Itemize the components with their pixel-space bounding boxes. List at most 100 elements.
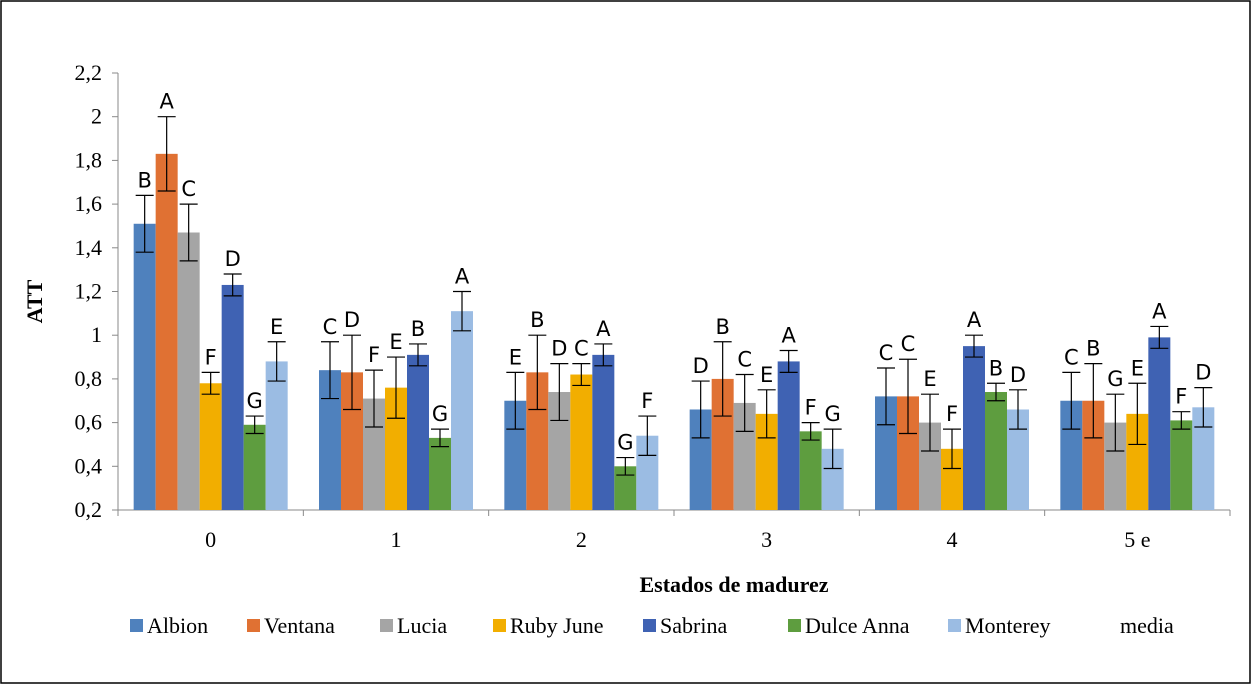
bar (1082, 400, 1105, 510)
significance-letter: C (1064, 345, 1079, 369)
x-tick-label: 3 (761, 527, 772, 552)
y-tick-label: 2,2 (75, 60, 103, 85)
significance-letter: F (805, 396, 817, 420)
bar (821, 448, 844, 510)
bar (133, 223, 156, 510)
bar (548, 392, 571, 510)
bar (614, 466, 637, 510)
significance-letter: F (641, 389, 653, 413)
bar (1007, 409, 1029, 510)
bar (711, 378, 734, 510)
significance-letter: F (368, 343, 380, 367)
significance-letter: C (181, 177, 196, 201)
significance-letter: E (760, 363, 773, 387)
y-tick-label: 2 (91, 104, 102, 129)
legend-label: Ventana (264, 613, 335, 638)
significance-letter: G (617, 431, 633, 455)
significance-letter: C (737, 348, 752, 372)
significance-letter: B (715, 315, 729, 339)
legend-swatch (247, 619, 260, 632)
significance-letter: E (270, 315, 283, 339)
significance-letter: C (901, 332, 916, 356)
x-axis-title: Estados de madurez (639, 572, 828, 597)
significance-letter: E (923, 367, 936, 391)
y-tick-label: 0,2 (75, 497, 103, 522)
legend-label: Sabrina (660, 613, 727, 638)
legend-swatch (130, 619, 143, 632)
y-tick-label: 0,4 (75, 453, 103, 478)
bar (941, 448, 963, 510)
bar (155, 153, 178, 510)
significance-letter: A (455, 265, 470, 289)
legend-swatch (788, 619, 801, 632)
significance-letter: E (1131, 356, 1144, 380)
legend-swatch (380, 619, 393, 632)
significance-letter: D (551, 337, 567, 361)
x-tick-label: 2 (576, 527, 587, 552)
x-tick-label: 5 e (1124, 527, 1150, 552)
bar (1148, 337, 1171, 510)
significance-letter: B (1086, 337, 1100, 361)
significance-letter: G (247, 389, 263, 413)
bar (319, 370, 341, 510)
bar (689, 409, 712, 510)
significance-letter: F (946, 402, 958, 426)
significance-letter: C (879, 341, 894, 365)
y-tick-label: 1,2 (75, 279, 103, 304)
significance-letter: C (323, 315, 338, 339)
significance-letter: E (389, 330, 402, 354)
legend-label: Dulce Anna (805, 613, 910, 638)
legend-swatch (948, 619, 961, 632)
bar (636, 435, 659, 510)
x-tick-label: 4 (947, 527, 958, 552)
significance-letter: B (530, 308, 544, 332)
bar (199, 383, 222, 510)
significance-letter: G (432, 402, 448, 426)
legend-label: Albion (147, 613, 208, 638)
legend-label: Ruby June (510, 613, 604, 638)
legend-label: media (1120, 613, 1174, 638)
bar (1170, 420, 1193, 510)
bar (985, 392, 1007, 510)
significance-letter: A (596, 317, 611, 341)
bar (897, 396, 919, 510)
significance-letter: D (225, 247, 241, 271)
bar (919, 422, 941, 510)
bar (799, 431, 822, 510)
bar (570, 374, 593, 510)
significance-letter: B (411, 317, 425, 341)
significance-letter: F (1175, 385, 1187, 409)
bar (1192, 407, 1215, 510)
legend-swatch (643, 619, 656, 632)
x-tick-label: 1 (391, 527, 402, 552)
significance-letter: A (159, 90, 174, 114)
legend-label: Lucia (397, 613, 447, 638)
legend-swatch (493, 619, 506, 632)
bar (451, 311, 473, 510)
bar (341, 372, 363, 510)
x-tick-label: 0 (205, 527, 216, 552)
significance-letter: A (781, 323, 796, 347)
bar (407, 354, 429, 510)
y-tick-label: 0,6 (75, 410, 103, 435)
bar (592, 354, 615, 510)
legend-label: Monterey (965, 613, 1051, 638)
bar (243, 424, 266, 510)
significance-letter: D (344, 308, 360, 332)
bar (221, 284, 244, 510)
y-tick-label: 1,4 (75, 235, 103, 260)
bar (526, 372, 549, 510)
significance-letter: D (1010, 363, 1026, 387)
bar (1060, 400, 1083, 510)
significance-letter: G (1107, 367, 1123, 391)
significance-letter: G (825, 402, 841, 426)
significance-letter: C (574, 337, 589, 361)
bar (1126, 413, 1149, 510)
bar (963, 346, 985, 510)
significance-letter: A (967, 308, 982, 332)
significance-letter: B (989, 356, 1003, 380)
y-tick-label: 0,8 (75, 366, 103, 391)
bar (777, 361, 800, 510)
